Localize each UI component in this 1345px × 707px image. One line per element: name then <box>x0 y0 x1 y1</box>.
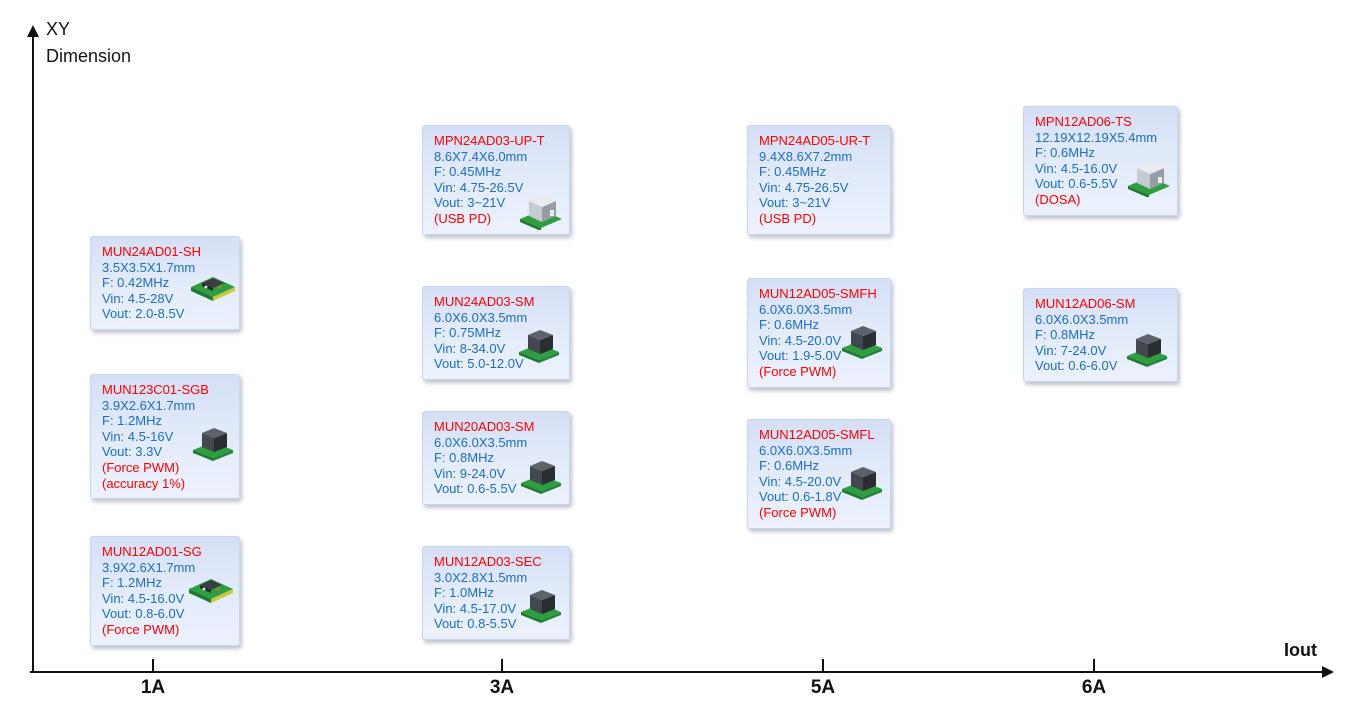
x-axis-line <box>30 671 1326 673</box>
product-vin: Vin: 4.5-28V <box>102 290 174 306</box>
product-frequency: F: 1.2MHz <box>102 575 162 591</box>
product-vout: Vout: 5.0-12.0V <box>434 356 524 372</box>
product-name: MUN24AD01-SH <box>102 244 201 259</box>
product-card-mun12ad05-smfl: MUN12AD05-SMFL 6.0X6.0X3.5mm F: 0.6MHz V… <box>747 419 891 529</box>
product-size: 9.4X8.6X7.2mm <box>759 148 853 164</box>
product-name: MPN24AD03-UP-T <box>434 133 545 148</box>
product-note: (USB PD) <box>759 210 817 226</box>
product-size: 8.6X7.4X6.0mm <box>434 148 528 164</box>
product-note: (Force PWM) <box>102 459 180 475</box>
product-vin: Vin: 7-24.0V <box>1035 342 1107 358</box>
product-vout: Vout: 1.9-5.0V <box>759 348 842 364</box>
product-vin: Vin: 4.5-16.0V <box>1035 160 1118 176</box>
product-card-mun12ad05-smfh: MUN12AD05-SMFH 6.0X6.0X3.5mm F: 0.6MHz V… <box>747 278 891 388</box>
product-note: (Force PWM) <box>759 363 837 379</box>
product-card-mpn24ad03-up-t: MPN24AD03-UP-T 8.6X7.4X6.0mm F: 0.45MHz … <box>422 125 570 235</box>
x-axis-label: Iout <box>1284 640 1317 660</box>
product-vout: Vout: 3~21V <box>759 195 831 211</box>
product-vout: Vout: 3~21V <box>434 195 506 211</box>
product-name: MPN12AD06-TS <box>1035 114 1132 129</box>
product-card-mun12ad03-sec: MUN12AD03-SEC 3.0X2.8X1.5mm F: 1.0MHz Vi… <box>422 546 570 640</box>
product-frequency: F: 0.42MHz <box>102 275 170 291</box>
product-size: 3.5X3.5X1.7mm <box>102 259 196 275</box>
product-vin: Vin: 4.5-20.0V <box>759 332 842 348</box>
product-size: 6.0X6.0X3.5mm <box>434 309 528 325</box>
x-tick-label-1a: 1A <box>140 677 166 698</box>
product-size: 6.0X6.0X3.5mm <box>1035 311 1129 327</box>
product-vin: Vin: 4.5-17.0V <box>434 600 517 616</box>
product-card-mun20ad03-sm: MUN20AD03-SM 6.0X6.0X3.5mm F: 0.8MHz Vin… <box>422 411 570 505</box>
y-axis-label: XY Dimension <box>46 16 131 70</box>
product-vin: Vin: 8-34.0V <box>434 340 506 356</box>
x-tick-label-5a: 5A <box>810 677 836 698</box>
product-size: 3.9X2.6X1.7mm <box>102 397 196 413</box>
product-size: 6.0X6.0X3.5mm <box>434 434 528 450</box>
y-axis-label-line2: Dimension <box>46 46 132 66</box>
product-note: (USB PD) <box>434 210 492 226</box>
product-size: 6.0X6.0X3.5mm <box>759 301 853 317</box>
product-vout: Vout: 2.0-8.5V <box>102 306 185 322</box>
product-card-mpn24ad05-ur-t: MPN24AD05-UR-T 9.4X8.6X7.2mm F: 0.45MHz … <box>747 125 891 235</box>
product-name: MUN20AD03-SM <box>434 419 535 434</box>
x-tick-1a <box>152 659 154 673</box>
product-name: MUN12AD06-SM <box>1035 296 1136 311</box>
product-name: MUN12AD05-SMFL <box>759 427 875 442</box>
y-axis-line <box>32 36 34 672</box>
product-frequency: F: 0.6MHz <box>759 317 819 333</box>
product-note: (Force PWM) <box>759 504 837 520</box>
product-frequency: F: 1.2MHz <box>102 413 162 429</box>
product-vin: Vin: 9-24.0V <box>434 465 506 481</box>
product-vout: Vout: 0.6-1.8V <box>759 489 842 505</box>
product-note: (DOSA) <box>1035 191 1081 207</box>
x-tick-5a <box>822 659 824 673</box>
product-frequency: F: 0.8MHz <box>434 450 494 466</box>
x-tick-6a <box>1093 659 1095 673</box>
product-vin: Vin: 4.5-16V <box>102 428 174 444</box>
product-card-mpn12ad06-ts: MPN12AD06-TS 12.19X12.19X5.4mm F: 0.6MHz… <box>1023 106 1178 216</box>
product-card-mun12ad01-sg: MUN12AD01-SG 3.9X2.6X1.7mm F: 1.2MHz Vin… <box>90 536 240 646</box>
product-note: (accuracy 1%) <box>102 475 186 491</box>
x-tick-label-6a: 6A <box>1081 677 1107 698</box>
product-frequency: F: 0.75MHz <box>434 325 502 341</box>
product-frequency: F: 0.45MHz <box>434 164 502 180</box>
x-axis-arrow-icon <box>1322 666 1334 678</box>
product-name: MUN123C01-SGB <box>102 382 209 397</box>
product-vout: Vout: 3.3V <box>102 444 162 460</box>
y-axis-arrow-icon <box>27 25 39 37</box>
product-size: 3.0X2.8X1.5mm <box>434 569 528 585</box>
product-size: 3.9X2.6X1.7mm <box>102 559 196 575</box>
product-vin: Vin: 4.5-16.0V <box>102 590 185 606</box>
product-vout: Vout: 0.8-5.5V <box>434 616 517 632</box>
product-card-mun123c01-sgb: MUN123C01-SGB 3.9X2.6X1.7mm F: 1.2MHz Vi… <box>90 374 240 500</box>
product-frequency: F: 0.6MHz <box>1035 145 1095 161</box>
product-card-mun24ad01-sh: MUN24AD01-SH 3.5X3.5X1.7mm F: 0.42MHz Vi… <box>90 236 240 330</box>
product-vout: Vout: 0.6-6.0V <box>1035 358 1118 374</box>
product-vout: Vout: 0.6-5.5V <box>1035 176 1118 192</box>
product-vin: Vin: 4.75-26.5V <box>759 179 849 195</box>
product-vin: Vin: 4.5-20.0V <box>759 473 842 489</box>
product-frequency: F: 0.6MHz <box>759 458 819 474</box>
product-vout: Vout: 0.6-5.5V <box>434 481 517 497</box>
product-card-mun24ad03-sm: MUN24AD03-SM 6.0X6.0X3.5mm F: 0.75MHz Vi… <box>422 286 570 380</box>
x-tick-3a <box>501 659 503 673</box>
product-name: MUN12AD05-SMFH <box>759 286 877 301</box>
product-frequency: F: 0.8MHz <box>1035 327 1095 343</box>
product-vin: Vin: 4.75-26.5V <box>434 179 524 195</box>
product-frequency: F: 1.0MHz <box>434 585 494 601</box>
product-name: MUN12AD01-SG <box>102 544 202 559</box>
product-card-mun12ad06-sm: MUN12AD06-SM 6.0X6.0X3.5mm F: 0.8MHz Vin… <box>1023 288 1178 382</box>
product-size: 12.19X12.19X5.4mm <box>1035 129 1158 145</box>
product-name: MUN12AD03-SEC <box>434 554 542 569</box>
product-size: 6.0X6.0X3.5mm <box>759 442 853 458</box>
product-name: MPN24AD05-UR-T <box>759 133 871 148</box>
product-name: MUN24AD03-SM <box>434 294 535 309</box>
x-tick-label-3a: 3A <box>489 677 515 698</box>
product-frequency: F: 0.45MHz <box>759 164 827 180</box>
y-axis-label-line1: XY <box>46 19 71 39</box>
product-vout: Vout: 0.8-6.0V <box>102 606 185 622</box>
product-note: (Force PWM) <box>102 621 180 637</box>
